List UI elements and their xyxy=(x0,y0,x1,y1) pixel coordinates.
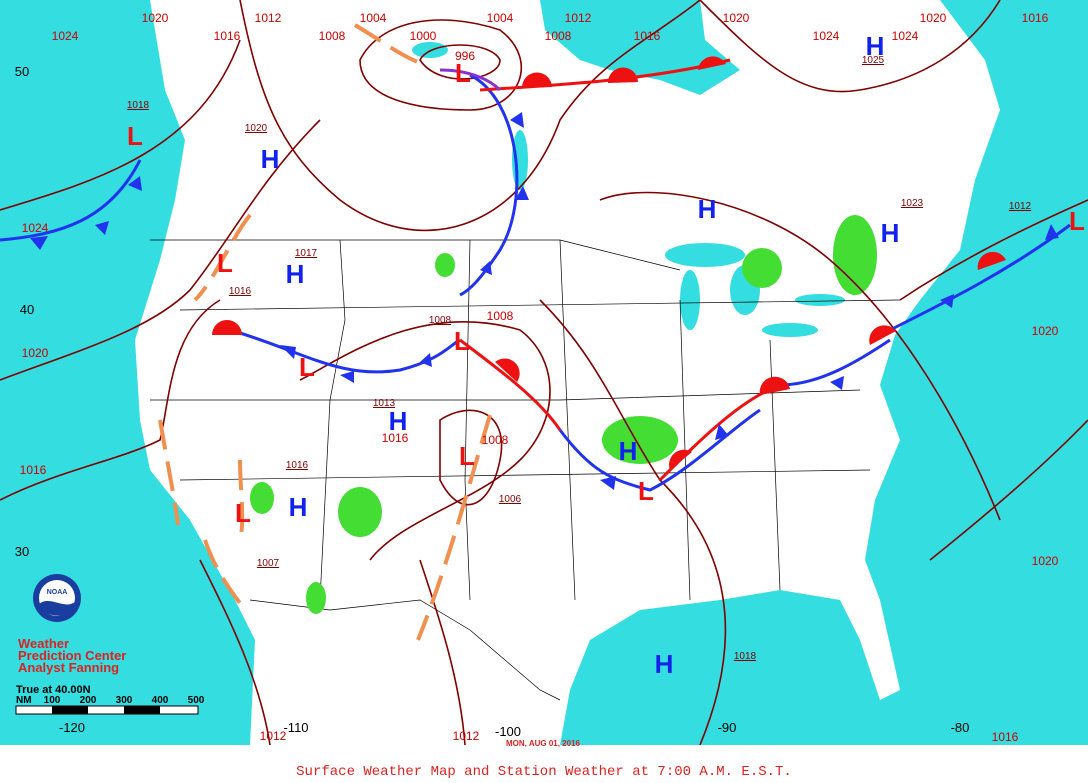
isobar-label: 1008 xyxy=(487,309,514,323)
isobar-label: 1020 xyxy=(1032,554,1059,568)
land xyxy=(135,0,1000,745)
center-pressure: 1017 xyxy=(295,248,318,259)
logo-text: NOAA xyxy=(47,589,68,596)
isobar-label: 1012 xyxy=(255,11,282,25)
footer xyxy=(0,745,1088,783)
pressure-center: L xyxy=(455,58,471,88)
troughs xyxy=(158,23,492,641)
credit-line: Analyst Fanning xyxy=(18,660,119,675)
isobar-label: 1004 xyxy=(360,11,387,25)
isobar-label: 1020 xyxy=(1032,324,1059,338)
pressure-center: L xyxy=(217,248,233,278)
pressure-center: H xyxy=(698,194,717,224)
isobar-label: 1012 xyxy=(453,729,480,743)
pressure-center: L xyxy=(299,352,315,382)
isobar-label: 1020 xyxy=(723,11,750,25)
credit-line: Weather xyxy=(18,636,69,651)
pressure-center: H xyxy=(866,31,885,61)
isobar-label: 1016 xyxy=(382,431,409,445)
isobar-label: 1004 xyxy=(487,11,514,25)
pressure-center: H xyxy=(619,436,638,466)
pressure-center: L xyxy=(1069,206,1085,236)
center-pressure: 1016 xyxy=(229,286,252,297)
pressure-center: L xyxy=(235,498,251,528)
latitude-label: 40 xyxy=(20,302,34,317)
pressure-center: H xyxy=(286,259,305,289)
isobar-label: 1024 xyxy=(813,29,840,43)
isobar-label: 1008 xyxy=(482,433,509,447)
pressure-center: L xyxy=(638,476,654,506)
isobar-label: 1000 xyxy=(410,29,437,43)
center-pressure: 1012 xyxy=(1009,201,1032,212)
precipitation xyxy=(250,215,877,614)
center-pressure: 1020 xyxy=(245,123,268,134)
scale-tick: 500 xyxy=(188,695,205,706)
pressure-center: H xyxy=(881,218,900,248)
center-pressure: 1013 xyxy=(373,398,396,409)
pressure-center: H xyxy=(289,492,308,522)
latitude-label: 30 xyxy=(15,544,29,559)
credit-line: Prediction Center xyxy=(18,648,126,663)
isobar-label: 1020 xyxy=(22,346,49,360)
scale-tick: 100 xyxy=(44,695,61,706)
scale-tick: 200 xyxy=(80,695,97,706)
longitude-label: -120 xyxy=(59,720,85,735)
scale-tick: 400 xyxy=(152,695,169,706)
pressure-center: H xyxy=(261,144,280,174)
longitude-label: -110 xyxy=(283,720,308,735)
center-pressure: 1008 xyxy=(429,315,452,326)
longitude-label: -90 xyxy=(718,720,737,735)
longitude-label: -100 xyxy=(495,724,521,739)
isobar-label: 1016 xyxy=(992,730,1019,744)
isobar-label: 1008 xyxy=(319,29,346,43)
isobar-label: 1012 xyxy=(565,11,592,25)
map-title: Surface Weather Map and Station Weather … xyxy=(296,764,792,780)
center-pressure: 1018 xyxy=(127,100,150,111)
pressure-center: L xyxy=(127,121,143,151)
center-pressure: 1018 xyxy=(734,651,757,662)
scale-tick: 300 xyxy=(116,695,133,706)
center-pressure: 1016 xyxy=(286,460,309,471)
hudson-bay xyxy=(540,0,740,95)
isobar-label: 1024 xyxy=(22,221,49,235)
isobar-label: 1012 xyxy=(260,729,287,743)
scale-bar xyxy=(15,705,199,715)
isobar-label: 1020 xyxy=(142,11,169,25)
center-pressure: 1023 xyxy=(901,198,924,209)
scale-label: True at 40.00N xyxy=(16,684,91,696)
scale-tick: NM xyxy=(16,695,32,706)
pressure-center: L xyxy=(459,441,475,471)
isobar-label: 1016 xyxy=(634,29,661,43)
longitude-label: -80 xyxy=(951,720,970,735)
isobar-label: 1024 xyxy=(52,29,79,43)
isobars xyxy=(0,0,1088,746)
isobar-label: 1020 xyxy=(920,11,947,25)
pressure-center: H xyxy=(389,406,408,436)
isobar-label: 996 xyxy=(455,49,475,63)
pressure-center: L xyxy=(454,326,470,356)
isobar-label: 1008 xyxy=(545,29,572,43)
map-date: MON, AUG 01, 2016 xyxy=(506,739,581,748)
latitude-label: 50 xyxy=(15,64,29,79)
pressure-center: H xyxy=(655,649,674,679)
center-pressure: 1025 xyxy=(862,55,885,66)
center-pressure: 1007 xyxy=(257,558,280,569)
fronts xyxy=(0,56,1071,492)
isobar-label: 1024 xyxy=(892,29,919,43)
isobar-label: 1016 xyxy=(20,463,47,477)
isobar-label: 1016 xyxy=(214,29,241,43)
isobar-label: 1016 xyxy=(1022,11,1049,25)
center-pressure: 1006 xyxy=(499,494,522,505)
noaa-logo: NOAA xyxy=(33,574,81,622)
